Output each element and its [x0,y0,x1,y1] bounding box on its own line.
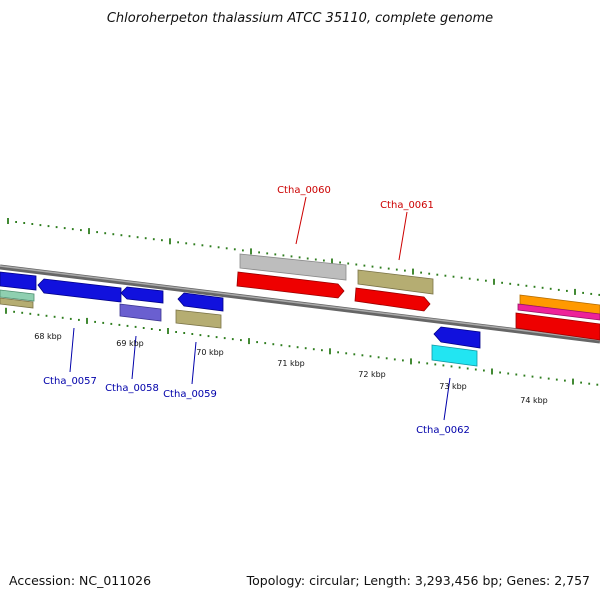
genome-backbone [0,264,600,344]
ticks-bottom [5,307,599,386]
gene-label-ctha-0058[interactable]: Ctha_0058 [105,383,159,394]
gene-feature-magenta[interactable] [517,303,600,321]
gene-feature-ctha-0060[interactable] [236,271,345,299]
gene-feature-ctha-0061[interactable] [354,287,431,312]
gene-feature-ctha-0058-arrow[interactable] [120,286,164,304]
leader-ctha-0059 [191,341,197,385]
gene-feature-ctha-0059[interactable] [175,309,222,329]
gene-label-ctha-0062[interactable]: Ctha_0062 [416,425,470,436]
gene-feature-ctha-0057[interactable] [37,278,122,303]
gene-feature-grey[interactable] [239,253,347,281]
gene-feature-red-right[interactable] [515,312,600,341]
gene-feature-ctha-0062-arrow[interactable] [433,326,481,349]
gene-feature-ctha-0059-arrow[interactable] [177,292,224,312]
leader-ctha-0060 [295,196,307,245]
gene-feature-teal-left[interactable] [0,289,35,302]
kbp-label-72: 72 kbp [358,370,386,379]
gene-label-ctha-0060[interactable]: Ctha_0060 [277,185,331,196]
ticks-top [7,218,600,296]
accession-text: Accession: NC_011026 [9,573,151,588]
leader-ctha-0057 [69,327,75,373]
gene-feature-ctha-0058[interactable] [119,303,162,322]
gene-feature-ctha-0062[interactable] [431,344,478,367]
leader-ctha-0058 [131,335,137,380]
gene-feature-khaki-left[interactable] [0,297,34,309]
leader-ctha-0062 [443,377,451,421]
kbp-label-69: 69 kbp [116,339,144,348]
gene-label-ctha-0061[interactable]: Ctha_0061 [380,200,434,211]
gene-label-ctha-0059[interactable]: Ctha_0059 [163,389,217,400]
gene-feature-blue-left[interactable] [0,271,37,291]
gene-label-ctha-0057[interactable]: Ctha_0057 [43,376,97,387]
gene-feature-orange[interactable] [519,294,600,316]
kbp-label-71: 71 kbp [277,359,305,368]
kbp-label-70: 70 kbp [196,348,224,357]
map-title: Chloroherpeton thalassium ATCC 35110, co… [107,11,493,26]
gene-feature-khaki-0061[interactable] [357,269,434,295]
kbp-label-74: 74 kbp [520,396,548,405]
leader-ctha-0061 [398,211,408,261]
kbp-label-68: 68 kbp [34,332,62,341]
genome-backbone-highlight [0,265,600,341]
kbp-label-73: 73 kbp [439,382,467,391]
summary-text: Topology: circular; Length: 3,293,456 bp… [246,573,590,588]
